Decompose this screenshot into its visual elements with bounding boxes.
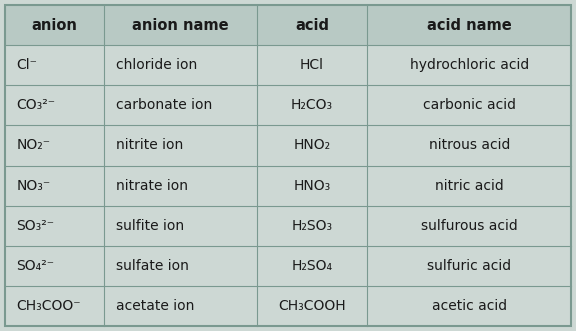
Text: sulfurous acid: sulfurous acid [421,219,518,233]
Text: acetic acid: acetic acid [432,299,507,313]
Text: HNO₂: HNO₂ [294,138,331,153]
Text: nitric acid: nitric acid [435,178,504,193]
Text: sulfite ion: sulfite ion [116,219,184,233]
Bar [5,45,571,85]
Bar [5,5,571,45]
Text: nitrate ion: nitrate ion [116,178,188,193]
Text: chloride ion: chloride ion [116,58,198,72]
Text: anion name: anion name [132,18,229,32]
Text: CO₃²⁻: CO₃²⁻ [17,98,56,112]
Text: SO₄²⁻: SO₄²⁻ [17,259,55,273]
Text: NO₃⁻: NO₃⁻ [17,178,51,193]
Text: CH₃COOH: CH₃COOH [278,299,346,313]
Text: HCl: HCl [300,58,324,72]
Bar [5,166,571,206]
Bar [5,206,571,246]
Text: anion: anion [31,18,77,32]
Text: acid name: acid name [427,18,511,32]
Text: H₂SO₃: H₂SO₃ [291,219,333,233]
Text: carbonic acid: carbonic acid [423,98,516,112]
Text: CH₃COO⁻: CH₃COO⁻ [17,299,81,313]
Bar [5,286,571,326]
Text: acetate ion: acetate ion [116,299,195,313]
Text: acid: acid [295,18,329,32]
Text: sulfuric acid: sulfuric acid [427,259,511,273]
Text: hydrochloric acid: hydrochloric acid [410,58,529,72]
Text: nitrite ion: nitrite ion [116,138,183,153]
Text: HNO₃: HNO₃ [293,178,331,193]
Text: H₂CO₃: H₂CO₃ [291,98,333,112]
Text: carbonate ion: carbonate ion [116,98,213,112]
Text: H₂SO₄: H₂SO₄ [291,259,333,273]
Text: SO₃²⁻: SO₃²⁻ [17,219,55,233]
Bar [5,125,571,166]
Text: Cl⁻: Cl⁻ [17,58,37,72]
Text: sulfate ion: sulfate ion [116,259,189,273]
Text: nitrous acid: nitrous acid [429,138,510,153]
Bar [5,246,571,286]
Text: NO₂⁻: NO₂⁻ [17,138,51,153]
Bar [5,85,571,125]
